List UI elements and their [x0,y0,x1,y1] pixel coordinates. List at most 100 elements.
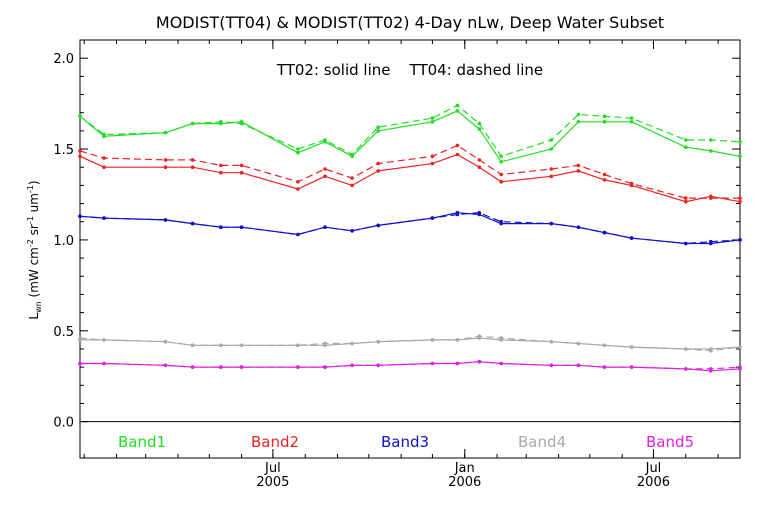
plot-frame [79,39,741,459]
data-point-tt04 [190,343,195,348]
data-point-tt04 [576,341,581,346]
data-point-tt02 [323,174,327,179]
data-point-tt04 [477,210,482,215]
data-point-tt04 [323,365,327,369]
data-point-tt04 [430,116,435,120]
data-point-tt02 [455,152,460,157]
data-point-tt04 [376,125,381,129]
legend-item-band4: Band4 [518,433,566,451]
x-tick-label-month: Jan [454,461,475,476]
data-point-tt02 [239,170,244,175]
data-point-tt04 [499,336,504,340]
data-point-tt04 [430,338,435,342]
y-axis-label-sub: wn [34,301,43,313]
y-tick-label: 0.0 [53,416,74,431]
data-point-tt02 [102,165,106,169]
data-point-tt04 [477,158,482,162]
data-point-tt04 [323,341,327,346]
data-point-tt02 [477,127,482,131]
data-point-tt04 [163,339,168,344]
data-point-tt02 [576,169,581,173]
data-point-tt04 [239,163,244,168]
data-point-tt04 [629,181,634,186]
data-point-tt04 [738,365,742,369]
data-point-tt04 [499,172,504,177]
data-point-tt04 [684,241,688,246]
series-band5 [78,359,742,373]
data-point-tt04 [163,130,168,135]
data-point-tt02 [549,174,554,179]
data-point-tt04 [738,196,742,200]
data-point-tt04 [163,218,168,222]
data-point-tt04 [190,365,195,369]
data-point-tt04 [296,232,300,237]
y-tick-label: 2.0 [53,52,74,67]
series-line-tt02 [79,110,741,163]
data-point-tt04 [477,359,482,364]
chart-title: MODIST(TT04) & MODIST(TT02) 4-Day nLw, D… [156,13,664,32]
x-tick-label-year: 2006 [637,475,670,490]
data-point-tt04 [102,361,106,366]
data-point-tt04 [239,343,244,348]
data-point-tt02 [296,150,300,155]
data-point-tt02 [549,147,554,151]
data-point-tt04 [430,216,435,220]
data-point-tt04 [163,158,168,162]
data-point-tt02 [709,149,713,153]
series-line-tt04 [79,144,740,199]
data-point-tt04 [684,367,688,371]
data-point-tt04 [190,221,195,226]
data-point-tt02 [350,183,354,188]
data-point-tt04 [102,338,106,342]
data-point-tt02 [376,169,381,173]
data-point-tt02 [738,199,742,204]
data-point-tt04 [78,214,82,219]
data-point-tt02 [190,165,195,169]
data-point-tt04 [102,156,106,160]
data-point-tt04 [350,229,354,233]
data-point-tt04 [78,114,82,119]
data-point-tt04 [455,338,460,342]
series-band3 [78,210,742,246]
data-point-tt04 [576,363,581,368]
data-point-tt04 [78,361,82,366]
data-point-tt04 [296,147,300,151]
data-point-tt04 [239,365,244,369]
data-point-tt02 [738,154,742,159]
data-point-tt04 [323,225,327,229]
data-point-tt04 [576,163,581,168]
data-point-tt04 [602,365,607,369]
y-tick-label: 1.5 [53,143,74,158]
data-point-tt02 [602,178,607,182]
line-style-annotation: TT02: solid line TT04: dashed line [276,61,543,79]
legend-item-band1: Band1 [118,433,166,451]
data-point-tt04 [684,138,688,142]
data-point-tt04 [602,172,607,177]
data-point-tt02 [499,160,504,164]
data-point-tt04 [190,158,195,162]
data-point-tt02 [602,120,607,124]
data-point-tt04 [296,365,300,369]
series-line-tt02 [79,153,741,203]
data-point-tt02 [376,129,381,133]
data-point-tt02 [163,165,168,169]
data-point-tt04 [455,212,460,217]
data-point-tt02 [629,120,634,124]
data-point-tt04 [629,365,634,369]
data-point-tt02 [78,154,82,159]
data-point-tt04 [477,121,482,126]
data-point-tt04 [102,132,106,137]
data-point-tt04 [684,196,688,200]
data-point-tt04 [376,363,381,368]
data-point-tt04 [549,167,554,171]
data-point-tt04 [738,345,742,349]
data-point-tt04 [738,238,742,242]
data-point-tt02 [684,199,688,204]
series-band2 [78,143,742,204]
data-point-tt04 [499,154,504,159]
data-point-tt02 [499,180,504,184]
data-point-tt04 [219,343,223,348]
data-point-tt04 [376,223,381,228]
